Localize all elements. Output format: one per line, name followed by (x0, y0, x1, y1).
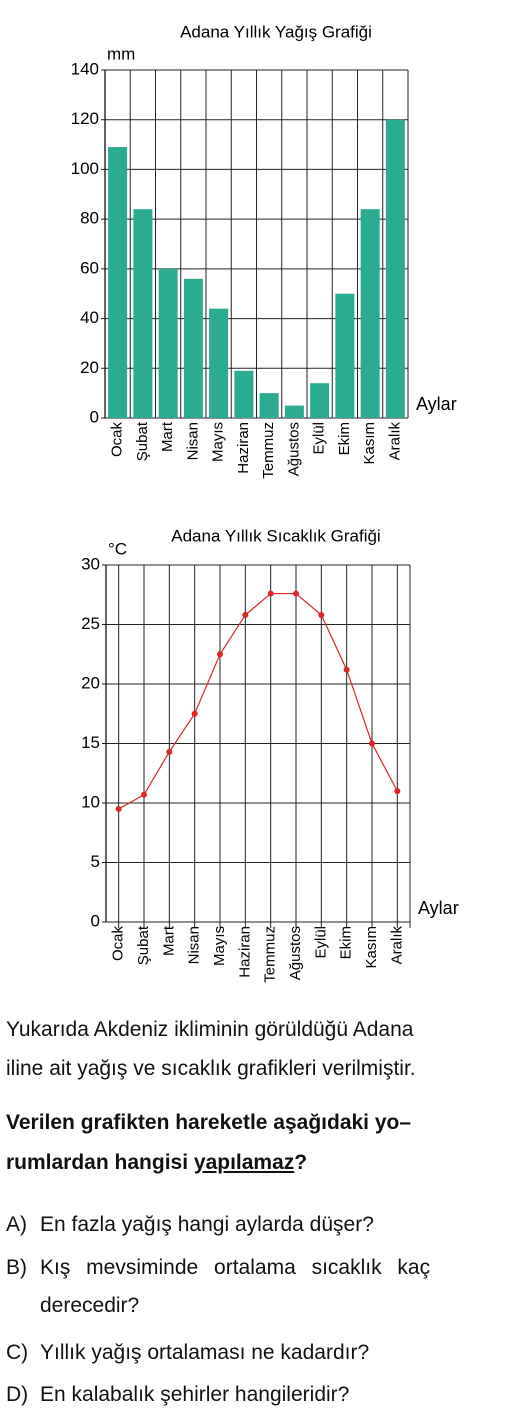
chart-title: Adana Yıllık Sıcaklık Grafiği (171, 526, 380, 545)
point (343, 666, 350, 673)
point (166, 748, 173, 755)
point (293, 590, 299, 597)
bar (310, 383, 330, 418)
y-tick-label: 120 (71, 109, 99, 128)
charts: Adana Yıllık Yağış Grafiği mm Aylar 0 20 40 60… (71, 22, 459, 983)
x-tick-label: Temmuz (262, 926, 279, 983)
point (242, 611, 249, 618)
y-axis-label: °C (108, 539, 127, 558)
x-tick-label: Nisan (184, 422, 201, 460)
x-tick-label: Aralık (388, 926, 405, 965)
bar (108, 147, 128, 419)
y-tick-label: 0 (90, 407, 99, 426)
intro-line: Yukarıda Akdeniz ikliminin görüldüğü Ada… (6, 1018, 414, 1041)
bar (335, 293, 355, 418)
x-tick-label: Ağustos (285, 422, 302, 476)
question-line: rumlardan hangisi yapılamaz? (6, 1150, 307, 1176)
point (267, 590, 274, 597)
question-emphasis: yapılamaz (193, 1151, 295, 1174)
option-letter: B) (6, 1256, 27, 1279)
bar (259, 393, 279, 418)
y-tick-label: 100 (71, 159, 99, 178)
option-text: Kış mevsiminde ortalama sıcaklık kaç (40, 1256, 431, 1279)
x-axis-label: Aylar (416, 394, 457, 414)
y-tick-label: 5 (91, 852, 100, 871)
bar (183, 278, 203, 418)
point (191, 710, 198, 717)
bar (158, 268, 178, 418)
question-mark: ? (294, 1151, 308, 1174)
question-line: Verilen grafikten hareketle aşağıdaki yo… (6, 1111, 412, 1134)
y-tick-label: 25 (81, 614, 100, 633)
point (141, 791, 147, 798)
option-text: Yıllık yağış ortalaması ne kadardır? (40, 1341, 370, 1364)
x-tick-label: Haziran (235, 422, 252, 474)
intro-line: iline ait yağış ve sıcaklık grafikleri v… (6, 1057, 416, 1080)
x-tick-label: Ekim (338, 926, 355, 959)
x-tick-label: Mayıs (210, 422, 227, 462)
option-text: En kalabalık şehirler hangileridir? (40, 1383, 350, 1406)
line (118, 592, 398, 810)
y-tick-label: 60 (80, 258, 99, 277)
bar (360, 209, 380, 418)
x-tick-label: Haziran (236, 926, 253, 978)
x-tick-label: Şubat (135, 925, 152, 965)
x-tick-label: Aralık (386, 422, 403, 461)
x-tick-label: Ekim (336, 422, 353, 455)
bar (385, 119, 405, 418)
y-tick-label: 30 (81, 554, 100, 573)
x-tick-label: Mart (159, 421, 176, 452)
x-tick-label: Ocak (109, 422, 126, 458)
y-tick-label: 20 (80, 358, 99, 377)
option-letter: C) (6, 1341, 29, 1364)
question-text: rumlardan hangisi (6, 1151, 189, 1174)
y-tick-label: 20 (81, 673, 100, 692)
bar (284, 405, 304, 418)
option-text: En fazla yağış hangi aylarda düşer? (40, 1213, 374, 1236)
x-tick-label: Nisan (186, 926, 203, 964)
x-tick-label: Eylül (312, 926, 329, 959)
y-tick-label: 15 (81, 733, 100, 752)
x-tick-label: Mayıs (211, 926, 228, 966)
point (115, 805, 122, 812)
y-tick-label: 40 (80, 308, 99, 327)
y-axis-label: mm (107, 44, 135, 63)
option-letter: A) (6, 1213, 27, 1236)
x-tick-label: Ocak (110, 926, 127, 962)
point (217, 651, 223, 658)
y-tick-label: 10 (81, 792, 100, 811)
x-tick-label: Kasım (361, 422, 378, 465)
chart-title: Adana Yıllık Yağış Grafiği (180, 22, 372, 41)
x-tick-label: Eylül (311, 422, 328, 455)
y-tick-label: 140 (71, 59, 99, 78)
option-letter: D) (6, 1383, 29, 1406)
x-tick-label: Ağustos (287, 926, 304, 980)
point (394, 788, 401, 795)
point (318, 611, 325, 618)
bar (209, 308, 229, 418)
point (369, 740, 375, 747)
x-tick-label: Mart (160, 925, 177, 956)
y-tick-label: 80 (80, 209, 99, 228)
x-tick-label: Şubat (134, 421, 151, 461)
bar (234, 370, 254, 418)
x-axis-label: Aylar (418, 898, 459, 918)
x-tick-label: Kasım (363, 926, 380, 969)
option-text: derecedir? (40, 1294, 140, 1317)
bar (133, 209, 153, 418)
y-tick-label: 0 (91, 911, 100, 930)
x-tick-label: Temmuz (260, 422, 277, 479)
